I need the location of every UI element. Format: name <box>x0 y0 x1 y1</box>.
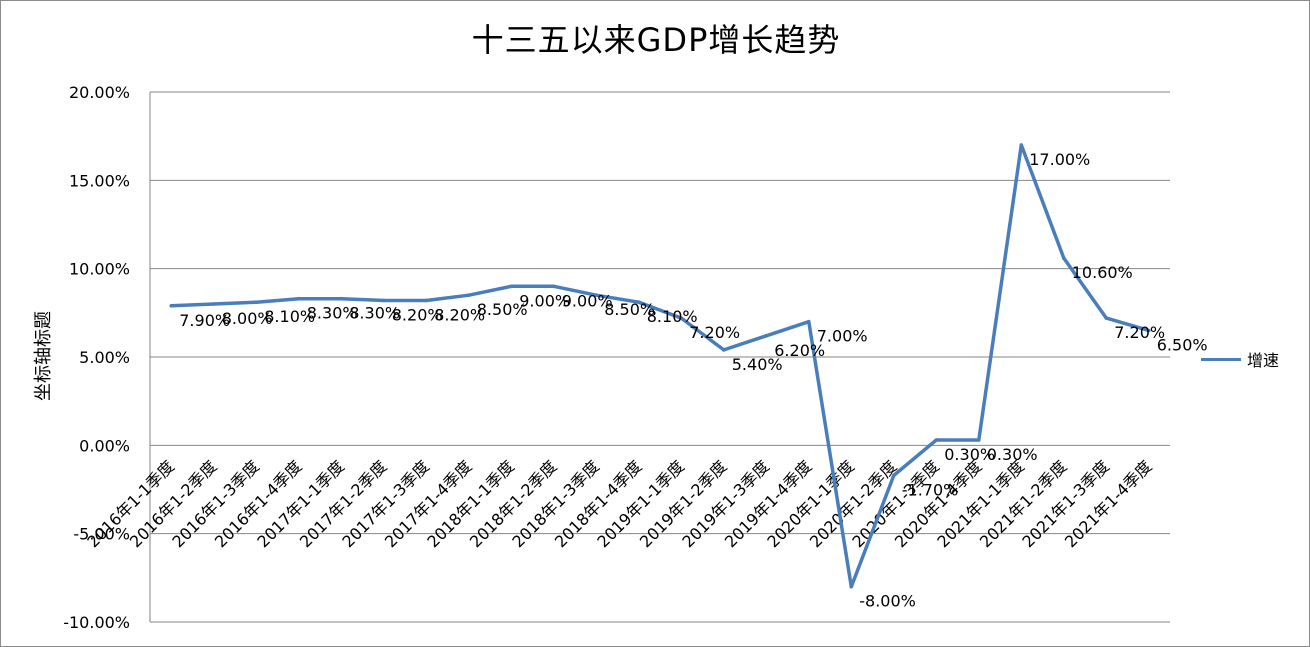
data-point <box>466 293 471 297</box>
data-point <box>339 296 344 301</box>
data-point <box>1104 316 1109 320</box>
y-tick-label: -5.00% <box>73 525 130 544</box>
data-label: 8.10% <box>647 307 698 326</box>
data-point <box>254 300 259 305</box>
legend-label: 增速 <box>1247 351 1280 370</box>
data-label: 8.30% <box>307 304 358 323</box>
data-point <box>594 293 599 297</box>
y-tick-label: 15.00% <box>69 171 130 190</box>
data-label: -8.00% <box>859 592 916 611</box>
data-label: 0.30% <box>987 445 1038 464</box>
data-label: 8.00% <box>222 309 273 328</box>
data-label: 8.50% <box>604 300 655 319</box>
data-label: 17.00% <box>1029 150 1090 169</box>
data-label: 8.20% <box>434 305 485 324</box>
y-tick-label: 10.00% <box>69 260 130 279</box>
series-line-增速 <box>171 143 1150 589</box>
y-tick-label: 5.00% <box>79 348 130 367</box>
data-label: 7.90% <box>179 311 230 330</box>
data-point <box>636 300 641 305</box>
data-point <box>764 334 769 338</box>
data-label: 7.00% <box>817 327 868 346</box>
legend-swatch <box>1201 357 1241 361</box>
data-label: 8.50% <box>477 300 528 319</box>
y-tick-label: 20.00% <box>69 83 130 102</box>
data-point <box>976 438 981 442</box>
chart-title: 十三五以来GDP增长趋势 <box>471 21 841 59</box>
y-tick-label: 0.00% <box>79 436 130 455</box>
data-label: -1.70% <box>902 480 959 499</box>
data-label: 8.20% <box>392 305 443 324</box>
data-label: 9.00% <box>562 291 613 310</box>
data-point <box>1146 328 1151 333</box>
data-label: 9.00% <box>519 291 570 310</box>
data-point <box>806 319 811 324</box>
data-point <box>849 584 854 589</box>
y-tick-label: -10.00% <box>63 613 130 632</box>
data-point <box>891 473 896 478</box>
data-label: 6.20% <box>774 341 825 360</box>
data-point <box>1019 143 1024 147</box>
data-point <box>424 298 429 303</box>
data-label: 8.30% <box>349 304 400 323</box>
data-label: 0.30% <box>944 445 995 464</box>
data-point <box>679 316 684 320</box>
data-label: 10.60% <box>1072 263 1133 282</box>
data-point <box>934 438 939 442</box>
data-point <box>721 348 726 352</box>
data-point <box>381 298 386 303</box>
data-point <box>169 303 174 308</box>
data-point <box>551 284 556 289</box>
data-point <box>211 302 216 306</box>
data-label: 7.20% <box>1114 323 1165 342</box>
data-point <box>1061 256 1066 260</box>
data-label: 6.50% <box>1157 336 1208 355</box>
data-point <box>509 284 514 289</box>
legend: 增速 <box>1201 347 1279 371</box>
data-label: 7.20% <box>689 323 740 342</box>
data-label: 5.40% <box>732 355 783 374</box>
data-label: 8.10% <box>264 307 315 326</box>
data-point <box>296 296 301 301</box>
